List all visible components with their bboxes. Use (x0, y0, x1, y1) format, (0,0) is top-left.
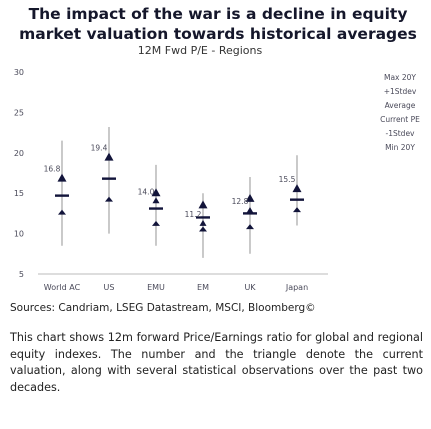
y-tick-label: 20 (14, 149, 24, 158)
page-title: The impact of the war is a decline in eq… (19, 5, 417, 43)
chart-legend: Max 20Y +1Stdev Average Current PE -1Stdev Mi… (380, 73, 420, 152)
minus-1-stdev-marker (293, 207, 301, 213)
legend-entry-label: Current PE (380, 115, 420, 124)
current-pe-marker (199, 219, 207, 226)
legend-entry-label: Min 20Y (385, 143, 415, 152)
current-pe-marker (246, 206, 254, 213)
average-marker (102, 177, 116, 180)
x-category-label: UK (244, 283, 256, 292)
chart-title: 12M Fwd P/E - Regions (138, 44, 263, 57)
chart-marks: 16.8 19.4 14.0 11.2 12.8 15.5 (44, 126, 304, 258)
plus-1-stdev-marker (151, 188, 161, 197)
legend-entry-label: Average (385, 101, 416, 110)
x-category-label: EMU (147, 283, 165, 292)
average-marker (243, 212, 257, 215)
minus-1-stdev-marker (246, 224, 254, 230)
current-pe-marker (293, 185, 301, 192)
y-axis: 5 10 15 20 25 30 (14, 68, 24, 279)
minus-1-stdev-marker (58, 209, 66, 215)
chart-description: This chart shows 12m forward Price/Earni… (10, 331, 423, 394)
x-category-label: World AC (44, 283, 81, 292)
current-pe-marker (58, 174, 66, 181)
average-marker (55, 194, 69, 197)
legend-entry-label: Max 20Y (384, 73, 416, 82)
x-category-label: Japan (285, 283, 308, 292)
data-label: 11.2 (185, 210, 202, 219)
minus-1-stdev-marker (105, 196, 113, 202)
sources-note: Sources: Candriam, LSEG Datastream, MSCI… (10, 302, 316, 314)
y-tick-label: 30 (14, 68, 24, 77)
data-label: 14.0 (138, 187, 155, 196)
current-pe-marker (105, 153, 113, 160)
minus-1-stdev-marker (152, 220, 160, 226)
current-pe-marker (152, 197, 160, 204)
y-tick-label: 10 (14, 230, 24, 239)
legend-entry-label: +1Stdev (384, 87, 417, 96)
average-marker (149, 207, 163, 210)
data-label: 16.8 (44, 165, 61, 174)
y-tick-label: 15 (14, 189, 24, 198)
data-label: 19.4 (91, 144, 108, 153)
y-tick-label: 5 (19, 270, 24, 279)
x-category-label: EM (197, 283, 209, 292)
data-label: 15.5 (279, 175, 296, 184)
average-marker (290, 198, 304, 201)
plus-1-stdev-marker (198, 200, 208, 209)
plus-1-stdev-marker (245, 193, 255, 202)
average-marker (196, 216, 210, 219)
minus-1-stdev-marker (199, 226, 207, 232)
data-label: 12.8 (232, 197, 249, 206)
x-category-label: US (104, 283, 115, 292)
legend-entry-label: -1Stdev (386, 129, 416, 138)
y-tick-label: 25 (14, 108, 24, 117)
pe-range-chart: 12M Fwd P/E - Regions 5 10 15 20 25 30 16.8 19… (14, 44, 420, 292)
x-axis: World AC US EMU EM UK Japan (44, 283, 308, 292)
